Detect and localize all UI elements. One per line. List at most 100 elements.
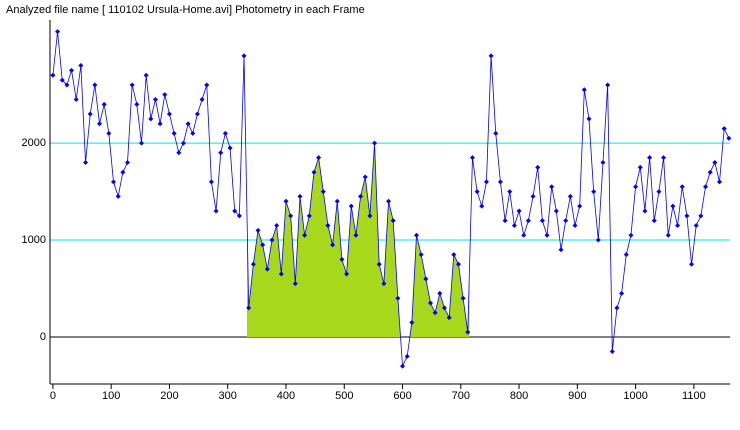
data-point xyxy=(348,203,354,209)
data-point xyxy=(423,276,429,282)
data-point xyxy=(367,213,373,219)
data-point xyxy=(316,155,322,161)
data-point xyxy=(558,247,564,253)
data-point xyxy=(409,319,415,325)
data-point xyxy=(199,96,205,102)
data-point xyxy=(460,295,466,301)
data-point xyxy=(134,101,140,107)
x-tick-label: 200 xyxy=(160,390,178,402)
data-point xyxy=(185,121,191,127)
data-point xyxy=(50,72,56,78)
data-point xyxy=(670,203,676,209)
data-point xyxy=(483,179,489,185)
data-point xyxy=(446,315,452,321)
data-point xyxy=(236,213,242,219)
x-tick-label: 1100 xyxy=(682,390,706,402)
data-point xyxy=(717,179,723,185)
data-point xyxy=(563,218,569,224)
data-point xyxy=(73,96,79,102)
data-point xyxy=(334,198,340,204)
y-tick-label: 2000 xyxy=(22,137,46,149)
data-point xyxy=(633,184,639,190)
data-point xyxy=(264,266,270,272)
data-point xyxy=(390,218,396,224)
data-point xyxy=(535,164,541,170)
data-point xyxy=(208,179,214,185)
data-point xyxy=(726,135,732,141)
x-tick-label: 300 xyxy=(219,390,237,402)
data-point xyxy=(507,189,513,195)
data-point xyxy=(362,174,368,180)
data-point xyxy=(288,213,294,219)
data-point xyxy=(516,208,522,214)
data-point xyxy=(302,232,308,238)
data-point xyxy=(64,82,70,88)
data-point xyxy=(404,353,410,359)
data-point xyxy=(684,213,690,219)
data-point xyxy=(703,184,709,190)
data-point xyxy=(455,261,461,267)
data-point xyxy=(488,53,494,59)
data-point xyxy=(129,82,135,88)
data-point xyxy=(451,252,457,258)
data-point xyxy=(69,67,75,73)
data-point xyxy=(92,82,98,88)
data-point xyxy=(609,349,615,355)
data-point xyxy=(689,261,695,267)
data-point xyxy=(148,116,154,122)
data-point xyxy=(502,218,508,224)
data-point xyxy=(414,232,420,238)
data-point xyxy=(521,232,527,238)
x-tick-label: 800 xyxy=(510,390,528,402)
data-point xyxy=(176,150,182,156)
data-point xyxy=(78,63,84,69)
data-point xyxy=(577,203,583,209)
data-point xyxy=(358,193,364,199)
data-point xyxy=(707,169,713,175)
data-point xyxy=(166,111,172,117)
data-point xyxy=(474,189,480,195)
data-point xyxy=(721,126,727,132)
x-tick-label: 100 xyxy=(102,390,120,402)
data-point xyxy=(120,169,126,175)
data-point xyxy=(106,130,112,136)
data-point xyxy=(427,300,433,306)
y-tick-label: 0 xyxy=(40,331,46,343)
series-line xyxy=(52,31,730,368)
data-point xyxy=(246,305,252,311)
data-point xyxy=(469,155,475,161)
data-point xyxy=(619,290,625,296)
data-point xyxy=(400,363,406,369)
data-point xyxy=(227,145,233,151)
data-point xyxy=(111,179,117,185)
data-point xyxy=(311,169,317,175)
data-point xyxy=(511,223,517,229)
data-point xyxy=(87,111,93,117)
data-point xyxy=(376,261,382,267)
data-point xyxy=(647,155,653,161)
data-point xyxy=(260,242,266,248)
data-point xyxy=(372,140,378,146)
data-point xyxy=(395,295,401,301)
data-point xyxy=(623,252,629,258)
data-point xyxy=(381,281,387,287)
data-point xyxy=(55,29,61,35)
data-point xyxy=(441,305,447,311)
data-point xyxy=(101,101,107,107)
data-point xyxy=(152,96,158,102)
data-point xyxy=(698,213,704,219)
data-point xyxy=(344,271,350,277)
data-point xyxy=(479,203,485,209)
data-point xyxy=(59,77,65,83)
data-point xyxy=(539,218,545,224)
y-tick-label: 1000 xyxy=(22,234,46,246)
data-point xyxy=(712,159,718,165)
data-point xyxy=(213,208,219,214)
data-point xyxy=(637,164,643,170)
data-point xyxy=(651,218,657,224)
data-point xyxy=(493,130,499,136)
x-tick-label: 600 xyxy=(393,390,411,402)
data-point xyxy=(274,223,280,229)
x-tick-label: 500 xyxy=(335,390,353,402)
